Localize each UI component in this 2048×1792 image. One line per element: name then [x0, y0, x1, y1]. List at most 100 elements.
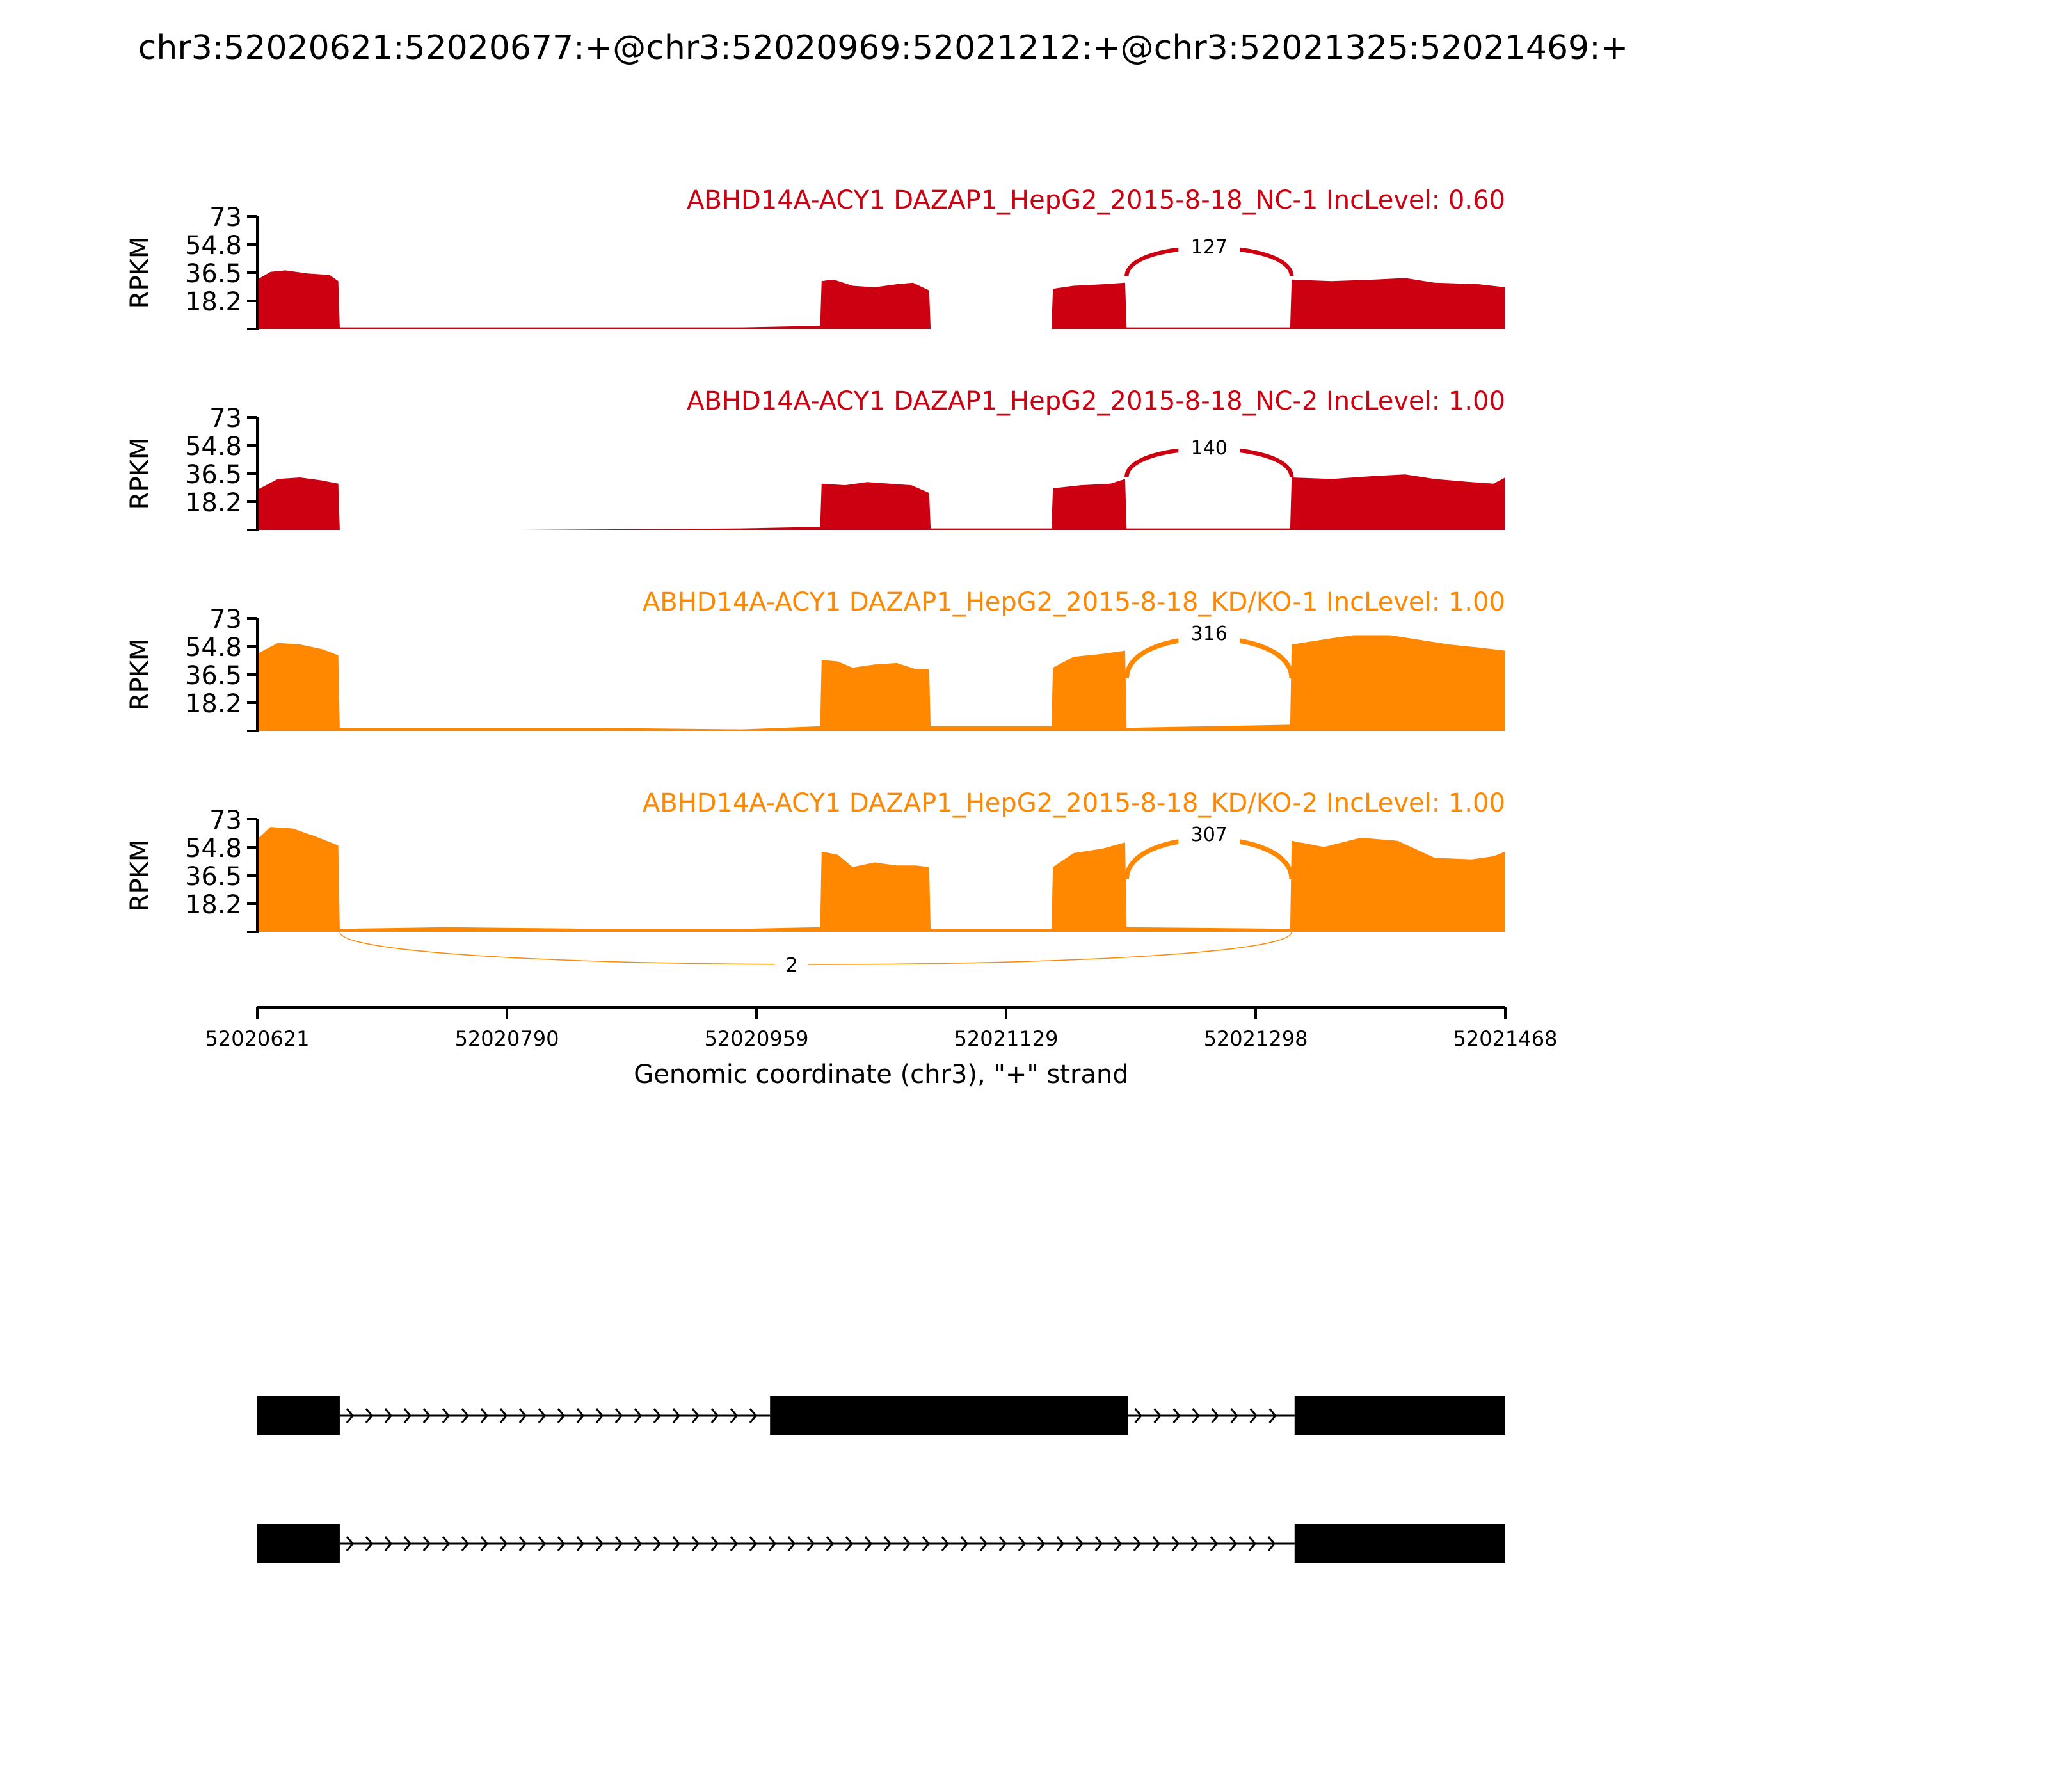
- junction: 127: [1124, 234, 1294, 277]
- strand-arrow: [576, 1536, 584, 1551]
- strand-arrow: [1152, 1536, 1160, 1551]
- strand-arrow: [499, 1408, 508, 1423]
- x-axis: 52020621 52020790 52020959 52021129 52021298…: [205, 1006, 1558, 1089]
- junction-count: 316: [1191, 623, 1228, 645]
- strand-arrow: [653, 1536, 661, 1551]
- x-tick-label: 52020621: [205, 1027, 310, 1051]
- x-tick-label: 52021129: [954, 1027, 1059, 1051]
- strand-arrow: [384, 1536, 392, 1551]
- strand-arrow: [864, 1536, 872, 1551]
- strand-arrow: [941, 1536, 949, 1551]
- strand-arrow: [538, 1536, 546, 1551]
- strand-arrow: [672, 1536, 680, 1551]
- exon: [1294, 1524, 1505, 1563]
- strand-arrow: [1018, 1536, 1026, 1551]
- strand-arrow: [557, 1536, 565, 1551]
- exon: [257, 1524, 340, 1563]
- strand-arrow: [1172, 1408, 1181, 1423]
- junction: 307: [1124, 822, 1294, 880]
- junction: 316: [1124, 621, 1294, 679]
- junction-arc: [339, 931, 1292, 965]
- strand-arrow: [749, 1536, 757, 1551]
- y-tick-label: 54.8: [185, 633, 242, 662]
- strand-arrow: [365, 1408, 373, 1423]
- x-tick-label: 52020959: [705, 1027, 809, 1051]
- y-tick-label: 54.8: [185, 432, 242, 461]
- coverage-area: [257, 270, 1505, 329]
- strand-arrow: [826, 1536, 834, 1551]
- strand-arrow: [653, 1408, 661, 1423]
- strand-arrow: [595, 1536, 604, 1551]
- track-label: ABHD14A-ACY1 DAZAP1_HepG2_2015-8-18_KD/K…: [643, 788, 1505, 818]
- strand-arrow: [1133, 1536, 1141, 1551]
- track-label: ABHD14A-ACY1 DAZAP1_HepG2_2015-8-18_NC-2…: [687, 387, 1505, 416]
- strand-arrow: [518, 1536, 527, 1551]
- figure-title: chr3:52020621:52020677:+@chr3:52020969:5…: [138, 29, 1628, 67]
- y-tick-label: 73: [209, 605, 242, 634]
- strand-arrow: [691, 1536, 700, 1551]
- gene-models: [257, 1396, 1505, 1563]
- y-tick-label: 54.8: [185, 834, 242, 863]
- y-tick-label: 18.2: [185, 488, 242, 518]
- strand-arrow: [346, 1408, 354, 1423]
- y-tick-label: 73: [209, 806, 242, 835]
- strand-arrow: [365, 1536, 373, 1551]
- strand-arrow: [922, 1536, 930, 1551]
- isoform-1: [257, 1396, 1505, 1435]
- strand-arrow: [1056, 1536, 1064, 1551]
- strand-arrow: [730, 1408, 738, 1423]
- junction-label-bg: [1178, 234, 1240, 260]
- y-axis-label: RPKM: [125, 237, 155, 309]
- strand-arrow: [1249, 1408, 1258, 1423]
- strand-arrow: [710, 1536, 719, 1551]
- strand-arrow: [998, 1536, 1007, 1551]
- strand-arrow: [403, 1408, 412, 1423]
- y-tick-label: 36.5: [185, 862, 242, 892]
- strand-arrow: [518, 1408, 527, 1423]
- x-axis-label: Genomic coordinate (chr3), "+" strand: [634, 1060, 1128, 1089]
- strand-arrow: [1268, 1408, 1277, 1423]
- strand-arrow: [710, 1408, 719, 1423]
- strand-arrow: [1134, 1408, 1142, 1423]
- track-label: ABHD14A-ACY1 DAZAP1_HepG2_2015-8-18_KD/K…: [643, 588, 1505, 617]
- coverage-area: [257, 827, 1505, 932]
- strand-arrow: [634, 1536, 642, 1551]
- strand-arrow: [538, 1408, 546, 1423]
- strand-arrow: [883, 1536, 892, 1551]
- strand-arrow: [672, 1408, 680, 1423]
- x-tick-label: 52021468: [1453, 1027, 1558, 1051]
- junction-count: 307: [1191, 824, 1228, 846]
- junction-count: 127: [1191, 236, 1228, 259]
- strand-arrow: [461, 1536, 469, 1551]
- coverage-area: [257, 474, 1505, 530]
- strand-arrow: [979, 1536, 988, 1551]
- x-tick-label: 52021298: [1204, 1027, 1308, 1051]
- strand-arrow: [634, 1408, 642, 1423]
- junction-count: 2: [785, 954, 797, 977]
- strand-arrow: [403, 1536, 412, 1551]
- strand-arrow: [960, 1536, 968, 1551]
- y-tick-label: 73: [209, 203, 242, 232]
- strand-arrow: [1075, 1536, 1084, 1551]
- strand-arrow: [576, 1408, 584, 1423]
- strand-arrow: [787, 1536, 796, 1551]
- coverage-area: [257, 635, 1505, 731]
- strand-arrow: [461, 1408, 469, 1423]
- strand-arrow: [442, 1536, 450, 1551]
- strand-arrow: [1190, 1536, 1199, 1551]
- strand-arrow: [902, 1536, 911, 1551]
- strand-arrow: [1153, 1408, 1162, 1423]
- strand-arrow: [1094, 1536, 1103, 1551]
- strand-arrow: [1114, 1536, 1122, 1551]
- strand-arrow: [1230, 1408, 1238, 1423]
- y-tick-label: 36.5: [185, 259, 242, 289]
- strand-arrow: [499, 1536, 508, 1551]
- strand-arrow: [557, 1408, 565, 1423]
- junction-label-bg: [1178, 822, 1240, 847]
